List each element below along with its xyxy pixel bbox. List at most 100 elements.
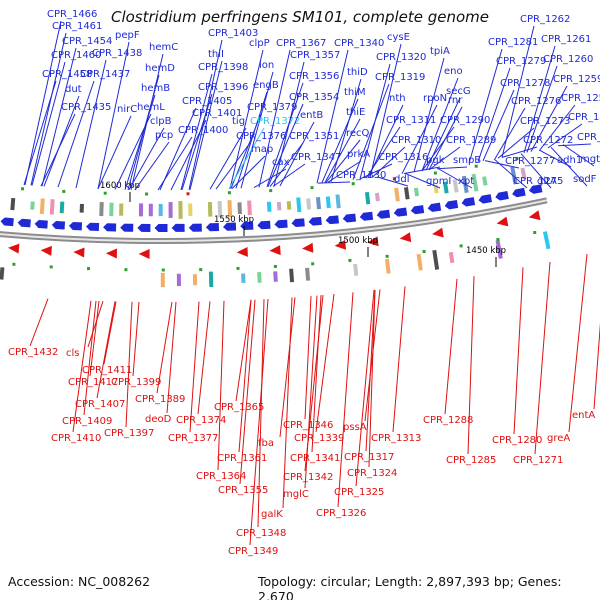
reverse-gene-arrow	[496, 216, 509, 227]
forward-feature-block	[207, 201, 213, 217]
reverse-leader-line	[89, 300, 100, 377]
forward-leader-line	[376, 176, 409, 187]
forward-tick	[145, 192, 149, 196]
reverse-tick	[348, 258, 352, 262]
reverse-gene-arrow	[528, 210, 541, 221]
forward-feature-block	[266, 201, 272, 212]
forward-leader-line	[170, 119, 207, 191]
forward-tick	[62, 189, 66, 193]
reverse-gene-label: CPR_1346	[283, 420, 333, 431]
reverse-leader-line	[166, 301, 177, 414]
reverse-gene-label: CPR_1410	[51, 433, 101, 444]
reverse-gene-label: CPR_1341	[290, 453, 340, 464]
forward-gene-label: adh1	[557, 155, 582, 166]
forward-gene-label: pcp	[155, 130, 173, 141]
forward-feature-block	[374, 192, 380, 202]
reverse-gene-label: entA	[572, 410, 595, 421]
reverse-feature-block	[0, 267, 5, 280]
forward-feature-block	[49, 199, 55, 215]
forward-gene-arrow	[0, 217, 14, 227]
reverse-gene-label: CPR_1411	[82, 365, 132, 376]
reverse-leader-line	[444, 278, 458, 415]
reverse-gene-arrow	[73, 247, 85, 258]
reverse-gene-label: CPR_1326	[316, 508, 366, 519]
forward-gene-label: CPR_1257	[568, 112, 600, 123]
forward-feature-block	[276, 201, 282, 211]
forward-leader-line	[330, 78, 362, 183]
forward-leader-line	[324, 118, 361, 183]
kbp-label: 1450 kbp	[466, 246, 506, 256]
reverse-gene-label: fba	[258, 438, 274, 449]
forward-leader-line	[484, 160, 520, 169]
forward-gene-label: secG	[446, 86, 471, 97]
forward-feature-block	[79, 203, 84, 213]
forward-leader-line	[189, 60, 223, 190]
forward-leader-line	[229, 49, 264, 189]
forward-gene-label: CPR_1262	[520, 14, 570, 25]
reverse-leader-line	[282, 297, 293, 509]
forward-leader-line	[240, 71, 274, 189]
forward-leader-line	[181, 93, 213, 191]
reverse-leader-line	[125, 301, 133, 428]
forward-feature-block	[413, 187, 420, 197]
forward-feature-block	[335, 194, 341, 209]
reverse-leader-line	[315, 294, 335, 433]
forward-gene-label: map	[251, 144, 273, 155]
forward-leader-line	[482, 89, 515, 162]
forward-gene-label: recQ	[346, 128, 370, 139]
reverse-tick	[199, 268, 203, 272]
reverse-gene-label: cls	[66, 348, 80, 359]
reverse-leader-line	[534, 261, 551, 455]
reverse-feature-block	[192, 274, 198, 286]
reverse-tick	[311, 262, 315, 266]
forward-gene-label: xpt	[458, 176, 474, 187]
forward-leader-line	[269, 142, 304, 188]
forward-gene-arrow	[120, 223, 134, 232]
forward-gene-label: CPR_1405	[182, 96, 232, 107]
reverse-gene-label: CPR_1432	[8, 347, 58, 358]
forward-tick	[269, 189, 273, 193]
reverse-feature-block	[432, 249, 440, 270]
reverse-feature-block	[160, 272, 165, 288]
reverse-gene-arrow	[302, 242, 314, 253]
forward-gene-arrow	[376, 209, 391, 219]
reverse-gene-label: CPR_1324	[347, 468, 397, 479]
reverse-leader-line	[217, 300, 225, 471]
reverse-gene-arrow	[399, 232, 412, 243]
reverse-gene-label: CPR_1342	[283, 472, 333, 483]
forward-tick	[227, 191, 231, 195]
forward-gene-arrow	[205, 223, 220, 232]
forward-gene-label: gltA	[537, 176, 557, 187]
forward-feature-block	[296, 197, 302, 213]
forward-gene-label: CPR_1466	[47, 9, 97, 20]
forward-gene-arrow	[410, 205, 425, 215]
forward-gene-arrow	[478, 194, 493, 204]
forward-gene-arrow	[308, 216, 322, 226]
forward-gene-label: CPR_1310	[391, 135, 441, 146]
forward-feature-block	[510, 166, 518, 185]
reverse-gene-arrow	[236, 246, 248, 257]
forward-gene-label: CPR_1356	[289, 71, 339, 82]
reverse-gene-label: CPR_1349	[228, 546, 278, 557]
forward-feature-block	[471, 173, 479, 192]
forward-gene-label: CPR_1357	[290, 50, 340, 61]
forward-feature-block	[109, 202, 114, 217]
forward-feature-block	[138, 203, 144, 217]
reverse-gene-label: CPR_1365	[214, 402, 264, 413]
reverse-gene-arrow	[8, 243, 20, 254]
forward-gene-arrow	[444, 200, 459, 210]
forward-leader-line	[468, 48, 503, 164]
reverse-leader-line	[103, 301, 117, 365]
forward-feature-block	[10, 197, 16, 211]
reverse-gene-label: CPR_1409	[62, 416, 112, 427]
forward-leader-line	[258, 49, 291, 188]
forward-leader-line	[403, 166, 441, 174]
forward-gene-label: hemL	[137, 102, 165, 113]
forward-gene-label: nirC	[117, 104, 137, 115]
forward-leader-line	[267, 103, 304, 187]
forward-leader-line	[523, 45, 556, 154]
forward-tick	[103, 191, 107, 195]
forward-leader-line	[97, 115, 132, 190]
forward-gene-arrow	[103, 223, 117, 232]
forward-feature-block	[325, 196, 331, 209]
